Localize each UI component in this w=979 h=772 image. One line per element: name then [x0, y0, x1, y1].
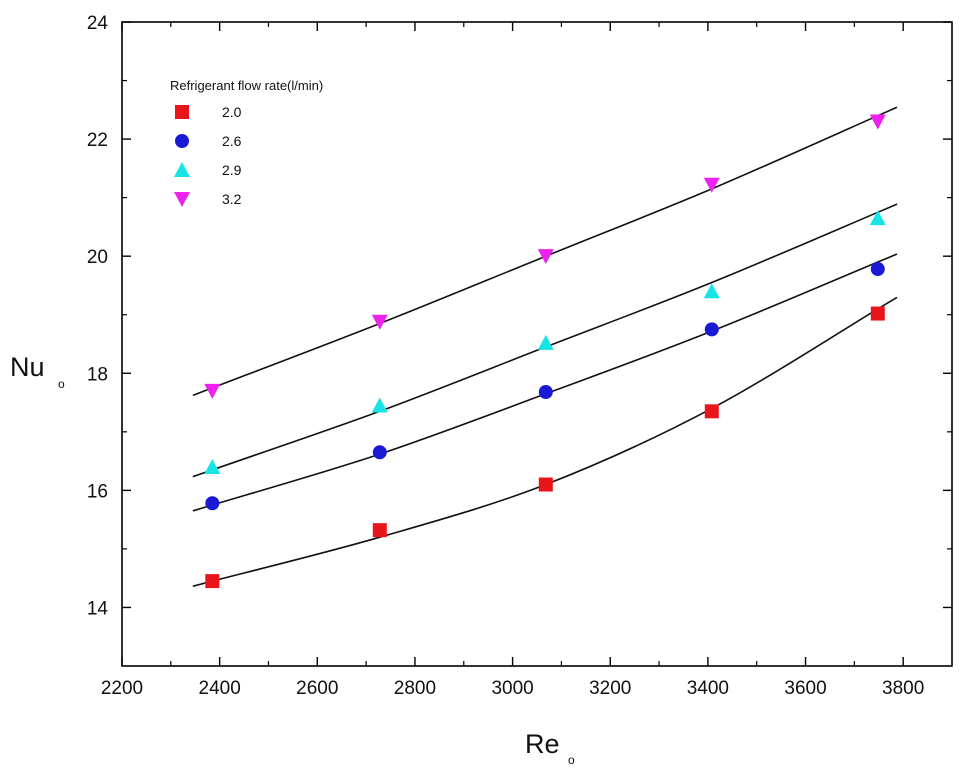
- legend-marker-2-9: [174, 162, 190, 177]
- data-point-2-6: [704, 322, 719, 337]
- x-tick-label: 3600: [784, 678, 826, 699]
- x-tick-label: 3000: [491, 678, 533, 699]
- data-point-2-0: [704, 404, 719, 419]
- legend: Refrigerant flow rate(l/min) 2.0 2.6 2.9 3.…: [170, 78, 323, 207]
- data-point-3-2: [703, 177, 720, 193]
- data-point-3-2: [869, 114, 886, 130]
- data-point-3-2: [371, 314, 388, 330]
- data-point-3-2: [204, 383, 221, 399]
- x-tick-label: 2600: [296, 678, 338, 699]
- legend-marker-2-0: [175, 105, 189, 119]
- data-point-2-9: [537, 334, 554, 350]
- data-point-2-9: [204, 458, 221, 474]
- data-point-2-6: [870, 262, 885, 277]
- x-axis-ticks: 2200 2400 2600 2800 3000 3200 3400 3600 3800: [101, 22, 924, 699]
- data-point-2-6: [538, 385, 553, 400]
- y-axis-ticks: 14 16 18 20 22 24: [87, 13, 952, 619]
- y-tick-label: 16: [87, 481, 108, 502]
- legend-marker-3-2: [174, 192, 190, 207]
- y-tick-label: 18: [87, 364, 108, 385]
- legend-label: 2.9: [222, 162, 242, 178]
- data-point-2-0: [205, 574, 220, 589]
- data-point-2-0: [372, 523, 387, 538]
- y-axis-title-subscript: o: [58, 377, 65, 391]
- data-point-2-0: [538, 477, 553, 492]
- data-point-2-6: [372, 445, 387, 460]
- legend-label: 2.6: [222, 133, 242, 149]
- x-tick-label: 2400: [199, 678, 241, 699]
- x-axis-title: Re: [525, 729, 560, 759]
- x-tick-label: 2800: [394, 678, 436, 699]
- plot-frame: [121, 21, 953, 667]
- y-tick-label: 20: [87, 247, 108, 268]
- x-tick-label: 3800: [882, 678, 924, 699]
- y-tick-label: 24: [87, 13, 109, 34]
- x-tick-label: 2200: [101, 678, 143, 699]
- data-point-2-0: [870, 306, 885, 321]
- data-point-2-6: [205, 496, 220, 511]
- legend-label: 3.2: [222, 191, 242, 207]
- legend-marker-2-6: [175, 134, 189, 148]
- x-tick-label: 3200: [589, 678, 631, 699]
- data-markers: [204, 114, 886, 589]
- x-axis-title-subscript: o: [568, 753, 575, 767]
- x-tick-label: 3400: [687, 678, 729, 699]
- data-point-2-9: [703, 283, 720, 299]
- data-point-2-9: [869, 210, 886, 226]
- legend-title: Refrigerant flow rate(l/min): [170, 78, 323, 93]
- fit-line-2-6: [192, 253, 898, 512]
- y-tick-label: 22: [87, 130, 108, 151]
- y-tick-label: 14: [87, 598, 109, 619]
- legend-label: 2.0: [222, 104, 242, 120]
- data-point-2-9: [371, 397, 388, 413]
- y-axis-title: Nu: [10, 352, 45, 382]
- data-point-3-2: [537, 249, 554, 265]
